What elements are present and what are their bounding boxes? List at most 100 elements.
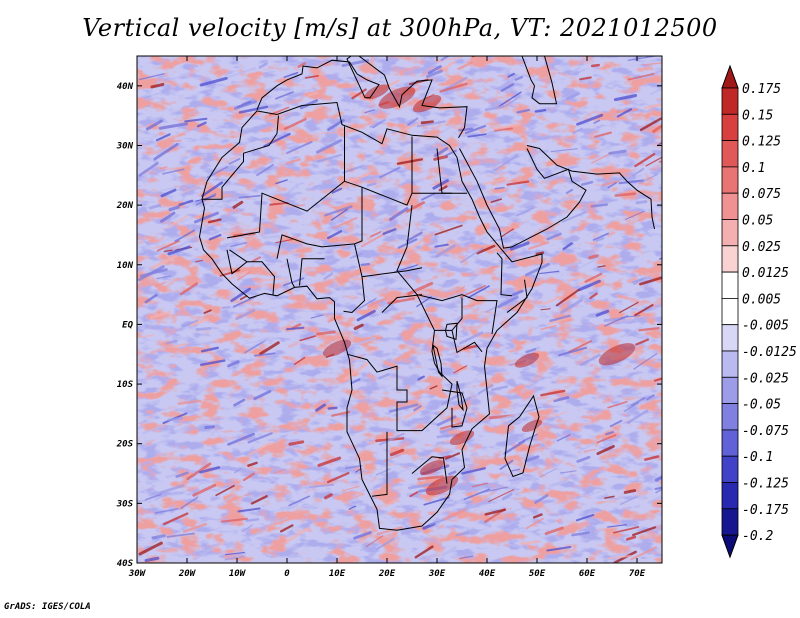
descent-streak <box>466 500 473 504</box>
descent-streak <box>576 455 591 463</box>
descent-streak <box>373 281 391 288</box>
ascent-streak <box>149 310 171 319</box>
descent-streak <box>592 232 610 241</box>
ascent-streak <box>583 449 597 452</box>
ascent-streak <box>316 330 336 336</box>
descent-streak <box>366 182 377 187</box>
descent-streak <box>238 194 261 199</box>
ascent-streak <box>259 277 284 282</box>
descent-streak <box>424 199 447 208</box>
descent-streak <box>199 76 228 87</box>
descent-streak <box>553 396 570 403</box>
ascent-streak <box>414 545 434 559</box>
descent-streak <box>655 488 662 494</box>
colorbar-level-label: 0.175 <box>742 82 781 97</box>
descent-streak <box>155 133 171 142</box>
ascent-streak <box>342 485 360 492</box>
descent-streak <box>323 272 334 280</box>
descent-streak <box>561 211 587 223</box>
descent-streak <box>484 105 505 112</box>
ascent-streak <box>453 365 468 374</box>
ascent-streak <box>409 491 419 498</box>
descent-streak <box>578 279 601 292</box>
descent-streak <box>426 69 443 79</box>
colorbar-segment <box>721 350 739 378</box>
mediterranean-coastline <box>256 56 468 138</box>
ascent-streak <box>326 471 350 484</box>
country-border <box>412 294 453 432</box>
country-border <box>226 126 345 239</box>
country-border <box>436 148 452 194</box>
descent-streak <box>308 483 335 488</box>
descent-streak <box>268 517 289 526</box>
descent-streak <box>244 339 268 345</box>
descent-streak <box>315 403 326 412</box>
colorbar-segment <box>721 297 739 326</box>
ascent-streak <box>203 309 212 314</box>
descent-streak <box>200 346 219 353</box>
descent-streak <box>324 205 353 217</box>
ascent-streak <box>634 152 656 168</box>
ascent-streak <box>285 158 301 165</box>
ascent-streak <box>313 131 338 135</box>
country-border <box>371 431 388 497</box>
descent-streak <box>178 199 194 207</box>
lon-tick-label: 30W <box>128 569 147 579</box>
descent-streak <box>227 360 240 368</box>
descent-streak <box>501 492 513 501</box>
ascent-streak <box>490 198 503 203</box>
ascent-streak <box>376 526 403 536</box>
descent-streak <box>507 72 515 78</box>
descent-streak <box>498 91 522 108</box>
descent-streak <box>406 231 423 243</box>
ascent-streak <box>584 272 603 283</box>
descent-streak <box>467 285 490 299</box>
descent-streak <box>620 391 642 399</box>
descent-streak <box>654 486 662 491</box>
descent-streak <box>649 86 662 96</box>
descent-streak <box>195 195 216 202</box>
ascent-streak <box>532 513 543 519</box>
descent-streak <box>339 353 354 363</box>
descent-streak <box>179 404 200 412</box>
lat-tick-label: 10N <box>117 261 134 271</box>
descent-streak <box>266 115 283 120</box>
descent-streak <box>172 238 192 252</box>
velocity-features <box>137 56 662 563</box>
descent-streak <box>285 326 305 331</box>
descent-streak <box>342 248 362 252</box>
ascent-streak <box>604 495 615 499</box>
descent-streak <box>549 314 571 323</box>
descent-streak <box>559 470 577 474</box>
country-border <box>247 261 276 295</box>
descent-streak <box>538 270 560 275</box>
lake-outline <box>432 344 443 378</box>
lon-tick-label: 20W <box>178 569 197 579</box>
descent-streak <box>148 203 162 210</box>
descent-streak <box>241 524 253 533</box>
ascent-streak <box>192 483 217 497</box>
descent-streak <box>524 262 550 277</box>
colorbar-level-label: -0.1 <box>742 450 773 465</box>
lat-tick-label: 40N <box>117 82 134 92</box>
descent-streak <box>435 244 456 258</box>
country-border <box>361 267 423 278</box>
descent-streak <box>295 72 314 84</box>
ascent-streak <box>251 256 261 263</box>
descent-streak <box>485 306 497 313</box>
descent-streak <box>464 124 487 135</box>
descent-streak <box>633 352 658 370</box>
lat-tick-label: EQ <box>122 320 133 330</box>
descent-streak <box>539 467 558 478</box>
ascent-streak <box>273 469 285 474</box>
descent-streak <box>199 466 221 474</box>
country-border <box>496 252 513 297</box>
descent-streak <box>509 475 533 486</box>
country-border <box>299 258 325 286</box>
descent-streak <box>461 467 486 475</box>
ascent-streak <box>405 201 426 213</box>
descent-streak <box>341 165 363 174</box>
country-border <box>344 136 413 206</box>
ascent-streak <box>317 456 342 467</box>
descent-streak <box>145 119 163 131</box>
